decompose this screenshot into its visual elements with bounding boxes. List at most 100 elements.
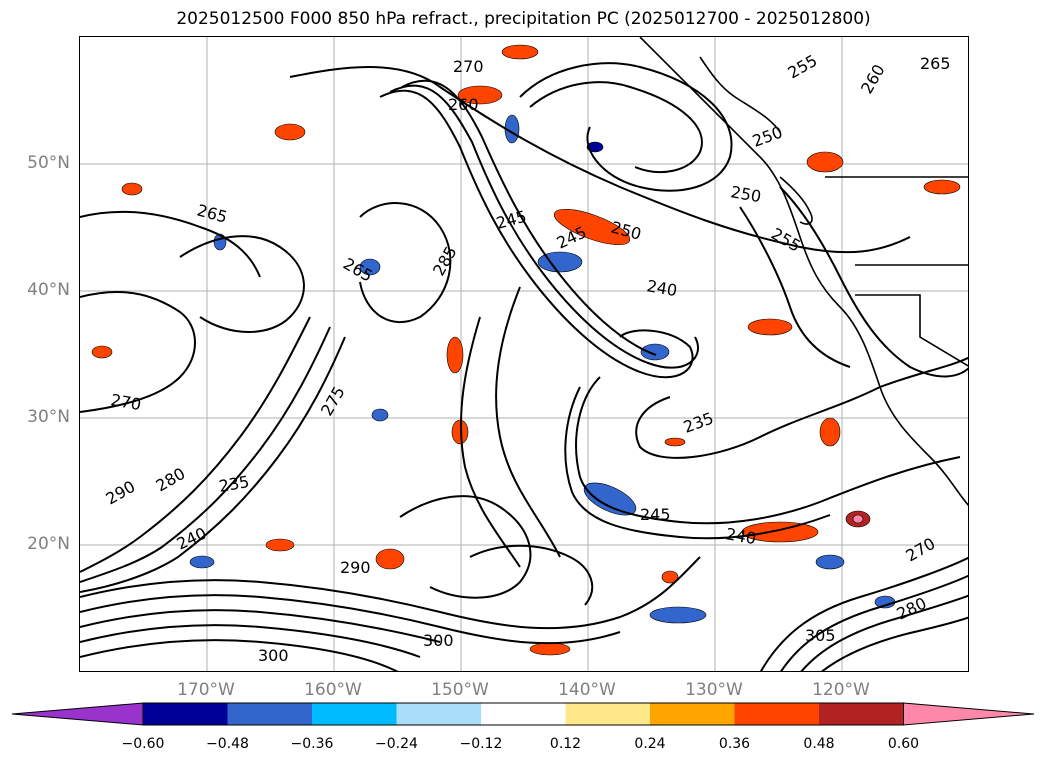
colorbar-tick-label: 0.60 [887,736,920,752]
colorbar-tick-label: 0.36 [718,736,751,752]
colorbar-extend-max [903,702,1035,726]
precip-patch [661,570,679,584]
precip-patch [664,437,686,447]
contour-line [800,594,968,671]
contour-label: 250 [729,182,762,206]
colorbar-tick-label: 0.48 [803,736,835,752]
precip-patch [815,554,845,570]
coastline-alaska-panhandle [699,56,781,133]
contour-line [80,556,701,630]
contour-label: 265 [920,54,951,73]
contour-line [401,79,657,356]
precip-patch [529,642,571,656]
colorbar-frame [142,702,904,726]
contour-line [359,202,452,323]
colorbar-segment [481,703,566,725]
contour-label: 265 [195,201,229,227]
contour-line [519,62,733,192]
contour-label: 270 [453,57,484,76]
lat-label-50n: 50°N [27,153,70,173]
contour-line [469,544,594,606]
precip-patch [501,44,539,60]
contour-line [80,609,441,643]
contour-line [379,89,694,379]
precip-patch [586,141,604,153]
contour-label: 280 [894,593,930,623]
contour-line [289,66,911,254]
contour-line [779,186,968,378]
colorbar-tick-label: 0.24 [634,736,666,752]
contour-line [460,316,521,568]
precip-patch [189,555,215,569]
contour-line [529,81,703,173]
colorbar-segment [734,703,819,725]
contour-label: 250 [750,122,785,150]
precip-patch [359,258,381,276]
coastline-vancouver-island [779,176,813,225]
contour-label: 235 [681,408,716,436]
map-panel: 270 260 265 255 260 265 250 245 245 250 … [79,36,969,672]
precip-patch [446,336,464,374]
colorbar-segment [565,703,650,725]
contour-label: 255 [768,224,804,256]
lon-label-150w: 150°W [431,680,489,700]
contour-line [80,336,346,593]
colorbar-segment [396,703,481,725]
precip-patch [375,548,405,570]
contour-line [80,639,399,671]
colorbar-tick-label: 0.12 [549,736,582,752]
colorbar [11,702,1035,726]
colorbar-segment [819,703,904,725]
us-state-border [855,294,968,367]
contour-label: 245 [494,207,528,233]
contour-line [739,206,851,368]
contour-label: 260 [857,61,889,97]
lat-label-30n: 30°N [27,407,70,427]
precip-patch [265,538,295,552]
lat-label-40n: 40°N [27,280,70,300]
contour-line [389,84,699,369]
graticule [80,37,968,671]
contour-label: 270 [109,390,142,414]
contour-label: 235 [217,472,250,496]
contour-label: 280 [153,464,189,496]
contour-label: 285 [429,243,461,279]
colorbar-segment [227,703,312,725]
refractivity-contours [80,62,968,671]
precip-shading [91,44,961,656]
contour-label: 270 [903,534,939,566]
precip-patch [371,408,389,422]
colorbar-tick-label: −0.60 [121,736,165,752]
contour-label: 290 [340,558,371,577]
precip-patch [640,343,670,361]
precip-patch [457,85,503,105]
contour-line [399,495,532,599]
colorbar-extend-min [11,702,144,726]
lon-label-160w: 160°W [304,680,362,700]
precip-patch [819,417,841,447]
precip-patch [923,179,961,195]
colorbar-tick-label: −0.12 [459,736,503,752]
precip-patch [741,521,819,543]
precip-patch [537,251,583,273]
contour-line [780,574,968,671]
contour-line [80,594,621,645]
contour-label: 255 [785,51,821,83]
lon-label-140w: 140°W [558,680,616,700]
contour-line [80,316,311,573]
lon-label-120w: 120°W [812,680,870,700]
contour-line [495,286,561,558]
contour-line [80,624,421,658]
contour-label: 290 [103,477,139,509]
contour-label: 300 [423,631,454,650]
colorbar-tick-label: −0.36 [290,736,334,752]
precip-patch [553,208,631,246]
precip-patch [852,514,864,524]
precip-patch [806,151,844,173]
map-svg: 270 260 265 255 260 265 250 245 245 250 … [80,37,968,671]
coastlines [639,37,968,506]
precip-patch [121,182,143,196]
colorbar-segments [11,702,1035,726]
precip-patch [747,318,793,336]
contour-line [564,386,831,540]
